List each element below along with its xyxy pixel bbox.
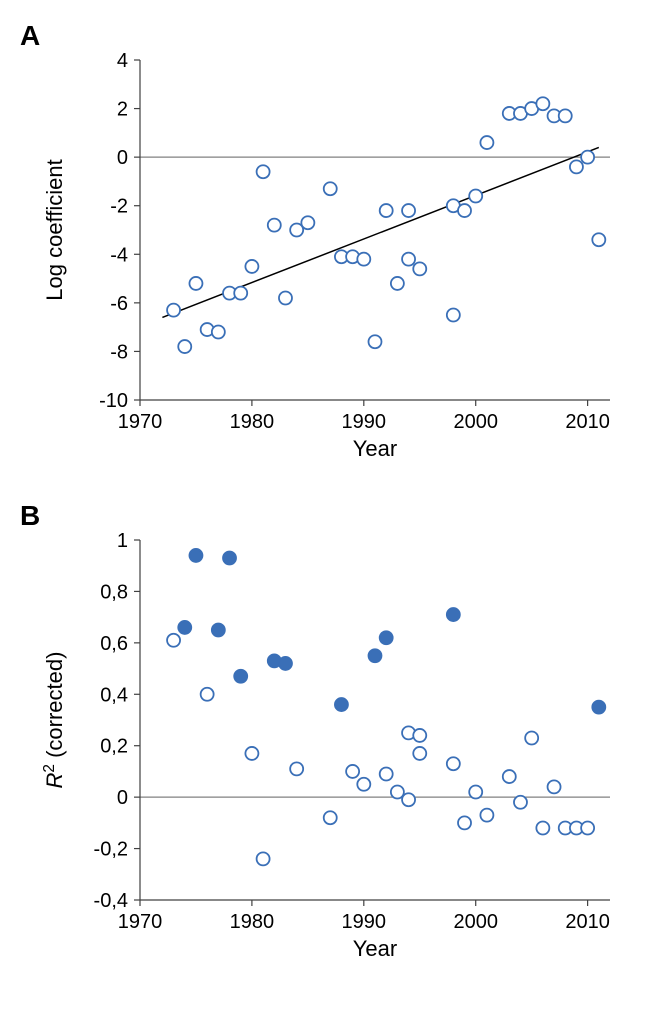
svg-text:1970: 1970 <box>118 911 163 933</box>
svg-text:-10: -10 <box>99 390 128 412</box>
svg-text:-4: -4 <box>110 244 128 266</box>
svg-text:Log coefficient: Log coefficient <box>42 159 67 300</box>
panel-a: A -10 -8 -6 -4 -2 0 2 4 1970 1980 1990 2000 2010 Year… <box>20 20 641 460</box>
svg-text:0: 0 <box>117 787 128 809</box>
svg-text:-0,4: -0,4 <box>94 890 128 912</box>
panel-b-chart: -0,4 -0,2 0 0,2 0,4 0,6 0,8 1 1970 1980 1990 2000 20… <box>20 500 641 970</box>
figure-container: A -10 -8 -6 -4 -2 0 2 4 1970 1980 1990 2000 2010 Year… <box>20 20 641 970</box>
svg-text:0,2: 0,2 <box>100 736 128 758</box>
svg-text:Year: Year <box>353 436 397 460</box>
panel-a-chart: -10 -8 -6 -4 -2 0 2 4 1970 1980 1990 2000 2010 Year Lo… <box>20 20 641 460</box>
svg-text:2000: 2000 <box>453 411 498 433</box>
svg-text:4: 4 <box>117 50 128 72</box>
svg-text:1980: 1980 <box>230 911 275 933</box>
svg-text:Year: Year <box>353 936 397 961</box>
svg-text:-0,2: -0,2 <box>94 839 128 861</box>
svg-text:0,4: 0,4 <box>100 684 128 706</box>
svg-text:-2: -2 <box>110 196 128 218</box>
panel-b: B -0,4 -0,2 0 0,2 0,4 0,6 0,8 1 1970 1980 1990 2000… <box>20 500 641 970</box>
svg-text:0: 0 <box>117 147 128 169</box>
svg-text:0,8: 0,8 <box>100 581 128 603</box>
svg-text:1970: 1970 <box>118 411 163 433</box>
svg-text:R2 (corrected): R2 (corrected) <box>41 652 68 789</box>
svg-text:2: 2 <box>117 99 128 121</box>
svg-text:0,6: 0,6 <box>100 633 128 655</box>
panel-b-label: B <box>20 500 40 532</box>
svg-text:-8: -8 <box>110 341 128 363</box>
svg-text:1: 1 <box>117 530 128 552</box>
svg-text:1990: 1990 <box>342 911 387 933</box>
svg-text:2010: 2010 <box>565 411 610 433</box>
svg-text:2000: 2000 <box>453 911 498 933</box>
panel-a-label: A <box>20 20 40 52</box>
svg-text:1980: 1980 <box>230 411 275 433</box>
svg-text:1990: 1990 <box>342 411 387 433</box>
svg-text:2010: 2010 <box>565 911 610 933</box>
svg-text:-6: -6 <box>110 293 128 315</box>
